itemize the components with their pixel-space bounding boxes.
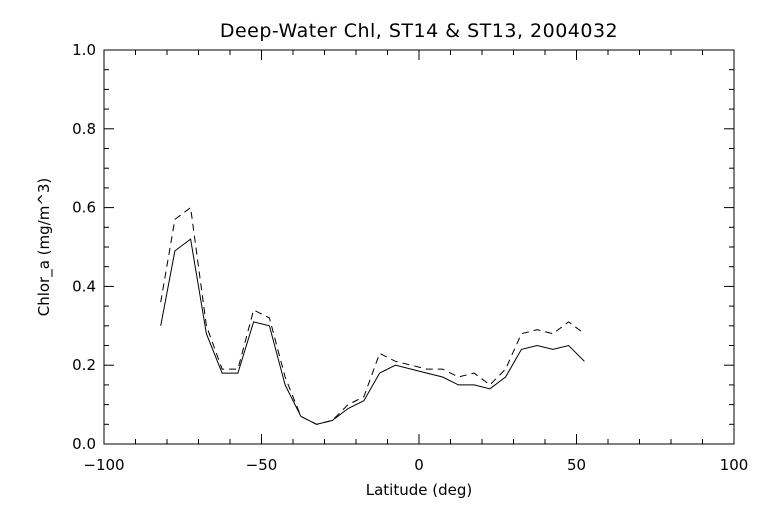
- y-tick-label: 0.4: [72, 277, 96, 295]
- x-axis-label: Latitude (deg): [366, 481, 472, 499]
- series-line-dashed: [160, 206, 585, 425]
- x-tick-label: 50: [567, 456, 586, 474]
- chart-title: Deep-Water Chl, ST14 & ST13, 2004032: [220, 20, 618, 42]
- x-tick-label: 0: [414, 456, 424, 474]
- axis-ticks: [103, 49, 735, 445]
- x-tick-label: −50: [246, 456, 278, 474]
- y-tick-label: 1.0: [72, 41, 96, 59]
- y-tick-label: 0.6: [72, 199, 96, 217]
- x-tick-label: 100: [720, 456, 749, 474]
- plot-frame: [103, 49, 735, 445]
- axis-tick-labels: −100 −50 0 50 100 0.0 0.2 0.4 0.6 0.8 1.0: [72, 41, 748, 474]
- y-axis-label: Chlor_a (mg/m^3): [35, 178, 54, 317]
- x-tick-label: −100: [83, 456, 124, 474]
- y-tick-label: 0.2: [72, 356, 96, 374]
- y-tick-label: 0.0: [72, 435, 96, 453]
- y-tick-label: 0.8: [72, 120, 96, 138]
- series-line-solid: [160, 238, 585, 425]
- data-series: [160, 206, 585, 425]
